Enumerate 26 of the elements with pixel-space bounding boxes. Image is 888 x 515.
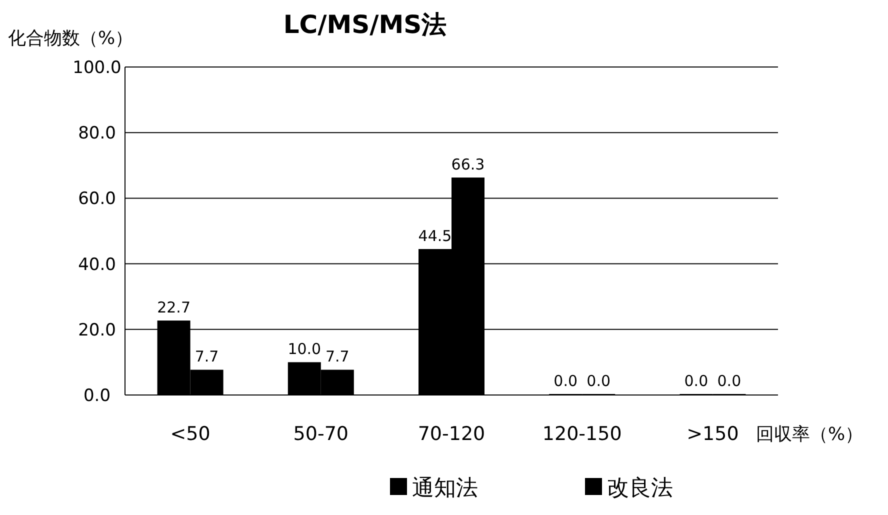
x-tick-label: >150 — [686, 423, 739, 445]
y-tick-label: 20.0 — [78, 320, 116, 340]
data-label: 10.0 — [288, 340, 322, 358]
x-tick-label: 70-120 — [418, 423, 486, 445]
y-tick-label: 0.0 — [83, 386, 111, 406]
legend-label: 改良法 — [607, 476, 673, 501]
x-axis-title: 回収率（%） — [756, 424, 864, 445]
data-label: 0.0 — [554, 372, 578, 390]
y-axis-title: 化合物数（%） — [8, 28, 134, 49]
y-tick-label: 100.0 — [72, 58, 122, 78]
data-label: 7.7 — [325, 348, 350, 366]
data-label: 44.5 — [418, 227, 452, 246]
data-label: 66.3 — [451, 156, 485, 174]
data-label: 7.7 — [194, 348, 219, 366]
data-label: 0.0 — [717, 372, 742, 390]
data-label: 0.0 — [586, 372, 611, 390]
x-tick-label: <50 — [170, 423, 210, 445]
y-tick-label: 60.0 — [78, 189, 116, 210]
x-tick-label: 50-70 — [293, 423, 349, 445]
y-tick-label: 40.0 — [78, 254, 116, 275]
x-tick-label: 120-150 — [542, 423, 622, 445]
data-label: 22.7 — [157, 298, 191, 317]
data-label: 0.0 — [684, 372, 708, 390]
y-tick-label: 80.0 — [78, 124, 116, 144]
chart-title: LC/MS/MS法 — [283, 10, 447, 39]
legend-label: 通知法 — [412, 476, 478, 501]
